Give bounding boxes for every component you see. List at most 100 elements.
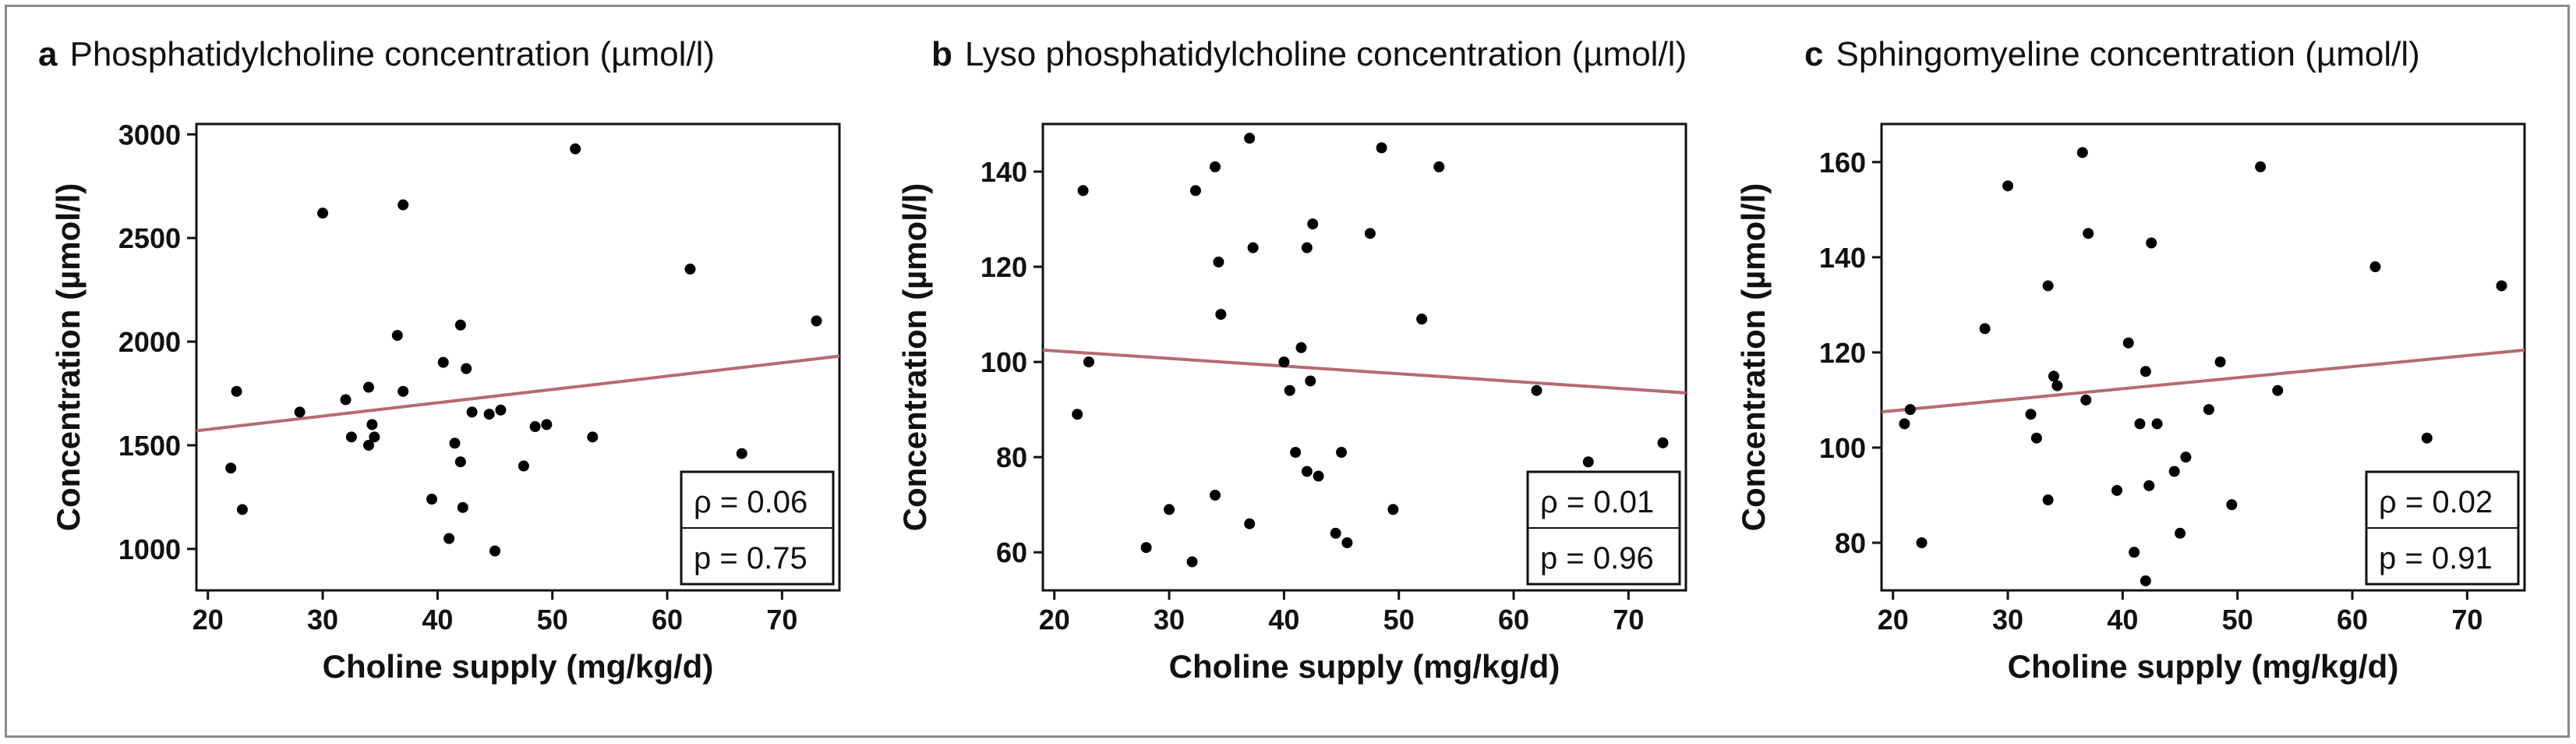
panel-a-title: a Phosphatidylcholine concentration (µmol… [38,35,715,74]
data-point [2369,261,2381,273]
data-point [2180,452,2192,463]
data-point [1336,447,1348,459]
y-tick-label: 3000 [118,119,181,151]
x-tick-label: 30 [1992,604,2023,636]
data-point [391,330,403,342]
data-point [2042,280,2054,292]
scatter-plot-a: 20 30 40 50 60 70 1000 1500 2000 2500 3000 Choline … [50,119,841,685]
data-point [362,381,374,393]
data-point [1376,142,1387,154]
data-point [317,207,329,219]
y-tick-label: 160 [1819,147,1866,179]
p-value: p = 0.96 [1540,541,1654,576]
data-point [2175,527,2186,539]
data-point [454,319,466,331]
panel-letter: a [38,35,58,73]
y-tick-label: 100 [1819,432,1866,464]
p-value: p = 0.91 [2379,541,2493,576]
data-point [1290,447,1302,459]
data-point [2226,499,2238,511]
data-point [231,385,242,397]
x-tick-label: 50 [537,604,568,636]
data-point [1364,228,1376,239]
panel-letter: b [931,35,952,73]
y-tick-label: 120 [981,251,1027,283]
data-point [736,448,747,459]
y-axis-label: Concentration (µmol/l) [1735,183,1772,532]
data-point [1387,504,1399,515]
panel-title-text: Phosphatidylcholine concentration (µmol/… [69,35,716,73]
data-point [684,264,696,275]
y-axis-label: Concentration (µmol/l) [50,183,87,532]
data-point [2002,180,2014,192]
y-tick-label: 1000 [118,533,181,565]
data-point [1140,542,1152,554]
data-point [1244,518,1256,530]
data-point [1582,456,1594,468]
data-point [1186,556,1198,568]
data-point [369,431,380,443]
x-tick-label: 40 [2107,604,2138,636]
panel-title-text: Sphingomyeline concentration (µmol/l) [1836,35,2420,73]
data-point [2143,480,2155,491]
data-point [225,462,237,474]
data-point [811,315,822,327]
data-point [340,394,352,406]
data-point [587,431,599,443]
data-point [2122,337,2134,349]
data-point [495,404,507,416]
panel-b-title: b Lyso phosphatidylcholine concentration … [931,35,1687,74]
data-point [529,421,541,433]
x-tick-label: 30 [307,604,338,636]
p-value: p = 0.75 [694,541,807,576]
data-point [1077,185,1089,197]
trend-line [196,354,840,433]
data-point [398,199,409,211]
data-point [2129,547,2140,558]
data-point [454,456,466,468]
data-point [2146,237,2157,249]
data-point [2051,380,2063,391]
data-point [1904,404,1916,416]
data-point [1899,418,1910,430]
y-tick-label: 2500 [118,222,181,254]
x-axis-label: Choline supply (mg/kg/d) [1169,648,1560,685]
data-point [2080,394,2092,406]
data-point [2083,228,2094,239]
data-point [2048,370,2059,382]
data-point [1247,242,1259,253]
x-axis-label: Choline supply (mg/kg/d) [2008,648,2399,685]
rho-value: ρ = 0.06 [694,485,807,519]
data-point [1301,242,1313,253]
data-point [1305,375,1316,387]
y-tick-label: 100 [981,346,1027,378]
data-point [294,406,306,418]
data-point [1916,537,1928,548]
figure-frame: a Phosphatidylcholine concentration (µmol… [5,5,2570,738]
scatter-plot-b: 20 30 40 50 60 70 60 80 100 120 140 Choline supply … [896,122,1687,685]
data-point [1072,409,1083,420]
x-tick-label: 50 [2222,604,2253,636]
rho-value: ρ = 0.02 [2379,485,2493,519]
y-tick-label: 140 [981,156,1027,188]
data-point [2255,161,2267,172]
data-point [483,409,495,420]
x-axis-label: Choline supply (mg/kg/d) [323,648,714,685]
y-tick-label: 80 [1835,527,1866,559]
data-point [398,385,409,397]
trend-line [1042,348,1687,395]
data-point [236,504,248,515]
data-point [2025,409,2037,420]
data-point [1278,356,1290,368]
data-point [362,439,374,451]
panel-c: c Sphingomyeline concentration (µmol/l) 2… [1714,7,2567,735]
y-tick-label: 1500 [118,430,181,462]
data-point [1083,356,1094,368]
data-point [366,419,378,430]
y-tick-label: 60 [996,537,1027,569]
data-point [1295,342,1307,353]
y-tick-label: 120 [1819,337,1866,369]
x-tick-label: 20 [193,604,224,636]
trend-line [1881,348,2525,414]
data-point [1244,133,1256,144]
